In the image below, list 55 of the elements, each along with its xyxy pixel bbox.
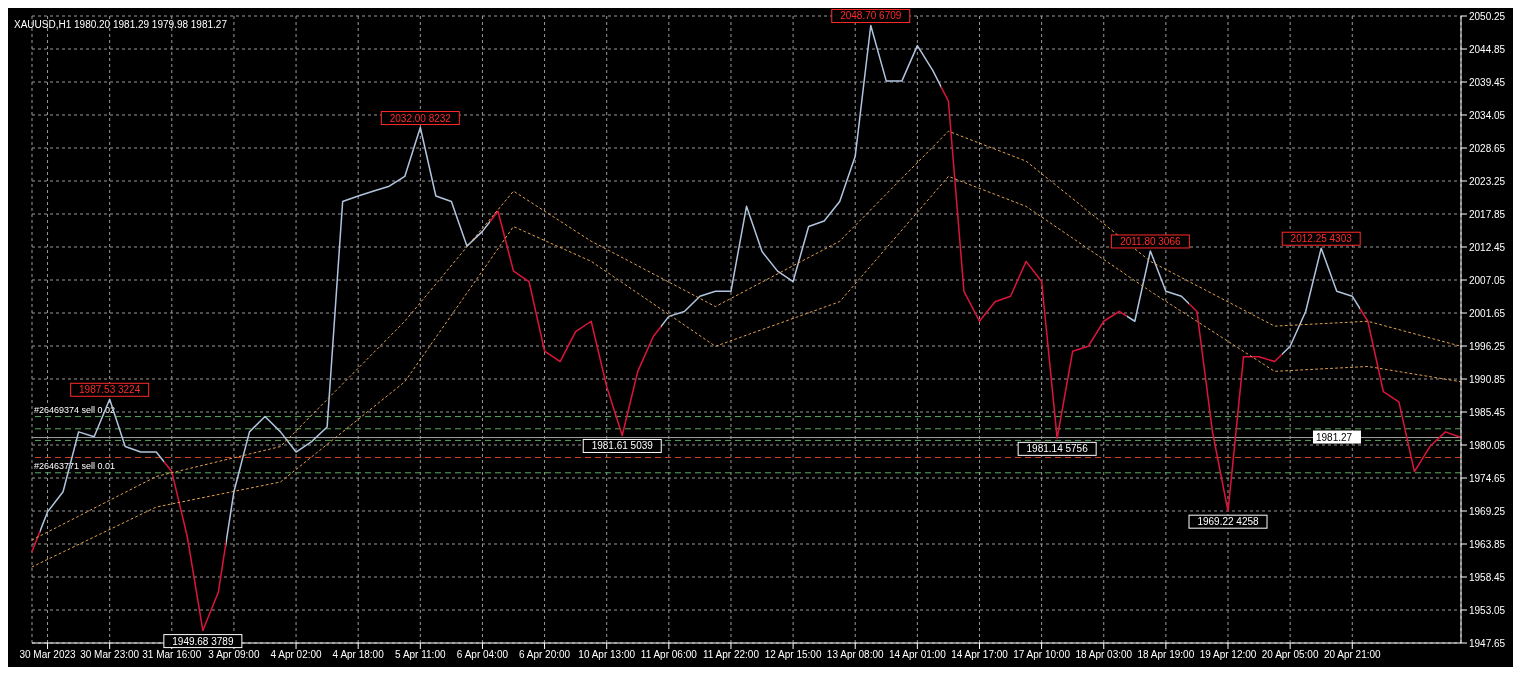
x-tick-label: 5 Apr 11:00 <box>395 649 446 661</box>
data-label: 2011.80 3066 <box>1120 235 1181 247</box>
chart-title: XAUUSD,H1 1980.20 1981.29 1979.98 1981.27 <box>14 19 228 30</box>
y-tick-label: 1990.85 <box>1469 373 1506 385</box>
data-label: 1981.61 5039 <box>591 440 654 452</box>
x-tick-label: 3 Apr 09:00 <box>208 649 260 661</box>
data-label: 1981.14 5756 <box>1026 443 1089 455</box>
y-tick-label: 2039.45 <box>1469 76 1506 88</box>
x-tick-label: 20 Apr 21:00 <box>1323 649 1382 661</box>
y-tick-label: 1985.45 <box>1469 406 1506 418</box>
x-tick-label: 19 Apr 12:00 <box>1199 649 1257 661</box>
x-tick-label: 11 Apr 06:00 <box>640 649 698 661</box>
x-tick-label: 6 Apr 04:00 <box>456 649 509 661</box>
y-tick-label: 2012.45 <box>1469 241 1506 253</box>
y-tick-label: 1958.45 <box>1469 571 1506 583</box>
y-tick-label: 2023.25 <box>1469 175 1506 187</box>
data-label: 2032.00 8232 <box>389 112 452 124</box>
y-tick-label: 2017.85 <box>1469 208 1506 220</box>
y-tick-label: 2034.05 <box>1469 109 1506 121</box>
y-tick-label: 2050.25 <box>1469 10 1506 22</box>
y-tick-label: 1953.05 <box>1469 604 1506 616</box>
data-label: 1949.68 3789 <box>172 635 234 647</box>
data-label: 2048.70 6709 <box>840 10 902 22</box>
y-tick-label: 1969.25 <box>1469 505 1506 517</box>
x-tick-label: 13 Apr 08:00 <box>826 649 885 661</box>
x-tick-label: 30 Mar 2023 <box>19 649 77 661</box>
y-tick-label: 2007.05 <box>1469 274 1506 286</box>
x-tick-label: 4 Apr 18:00 <box>332 649 385 661</box>
y-tick-label: 1963.85 <box>1469 538 1506 550</box>
y-tick-label: 2001.65 <box>1469 307 1506 319</box>
x-tick-label: 4 Apr 02:00 <box>270 649 323 661</box>
x-tick-label: 14 Apr 17:00 <box>951 649 1009 661</box>
x-tick-label: 17 Apr 10:00 <box>1013 649 1071 661</box>
y-tick-label: 1996.25 <box>1469 340 1506 352</box>
x-tick-label: 14 Apr 01:00 <box>889 649 947 661</box>
x-tick-label: 20 Apr 05:00 <box>1261 649 1319 661</box>
x-tick-label: 10 Apr 13:00 <box>578 649 636 661</box>
line-series <box>31 175 1462 568</box>
x-tick-label: 18 Apr 19:00 <box>1137 649 1195 661</box>
ref-line-label: 1981.27 <box>1315 431 1353 443</box>
x-tick-label: 31 Mar 16:00 <box>142 649 202 661</box>
data-label: 1969.22 4258 <box>1197 516 1260 528</box>
y-tick-label: 1980.05 <box>1469 439 1506 451</box>
y-tick-label: 2044.85 <box>1469 43 1506 55</box>
x-tick-label: 18 Apr 03:00 <box>1075 649 1133 661</box>
data-label: 2012.25 4303 <box>1290 233 1353 245</box>
y-tick-label: 2028.65 <box>1469 142 1506 154</box>
x-tick-label: 11 Apr 22:00 <box>702 649 760 661</box>
data-label: 1987.53 3224 <box>79 384 141 396</box>
x-tick-label: 6 Apr 20:00 <box>519 649 571 661</box>
x-tick-label: 30 Mar 23:00 <box>80 649 140 661</box>
y-tick-label: 1974.65 <box>1469 472 1506 484</box>
x-tick-label: 12 Apr 15:00 <box>764 649 822 661</box>
line-series <box>31 130 1462 541</box>
y-tick-label: 1947.65 <box>1469 637 1506 649</box>
